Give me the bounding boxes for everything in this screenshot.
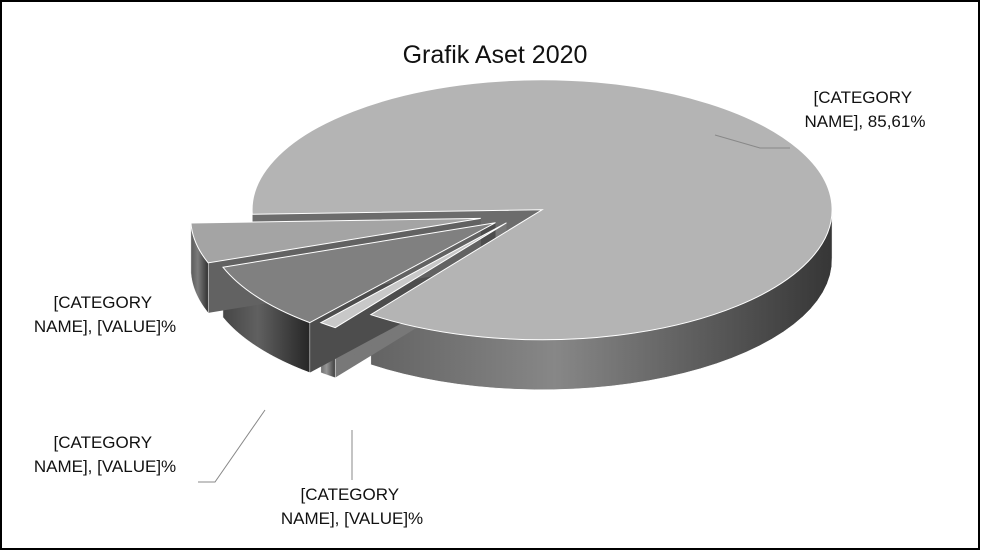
label-line: NAME], 85,61% <box>805 112 926 131</box>
label-line: [CATEGORY <box>814 88 917 107</box>
leader-line <box>198 409 266 483</box>
data-label: [CATEGORY NAME], 85,61% <box>805 88 926 131</box>
chart-title: Grafik Aset 2020 <box>403 41 588 69</box>
slice <box>251 79 833 341</box>
label-line: NAME], [VALUE]% <box>34 457 176 476</box>
leader-lines <box>198 134 790 483</box>
label-line: [CATEGORY <box>54 433 157 452</box>
slice <box>319 222 507 329</box>
label-line: NAME], [VALUE]% <box>281 509 423 528</box>
label-line: NAME], [VALUE]% <box>34 317 176 336</box>
data-label: [CATEGORY NAME], [VALUE]% <box>34 293 176 336</box>
slice <box>222 222 496 324</box>
label-line: [CATEGORY <box>54 293 157 312</box>
pie <box>190 79 833 390</box>
data-label: [CATEGORY NAME], [VALUE]% <box>281 485 423 528</box>
data-label: [CATEGORY NAME], [VALUE]% <box>34 433 176 476</box>
leader-line <box>714 134 790 149</box>
label-line: [CATEGORY <box>301 485 404 504</box>
slice <box>190 217 481 264</box>
